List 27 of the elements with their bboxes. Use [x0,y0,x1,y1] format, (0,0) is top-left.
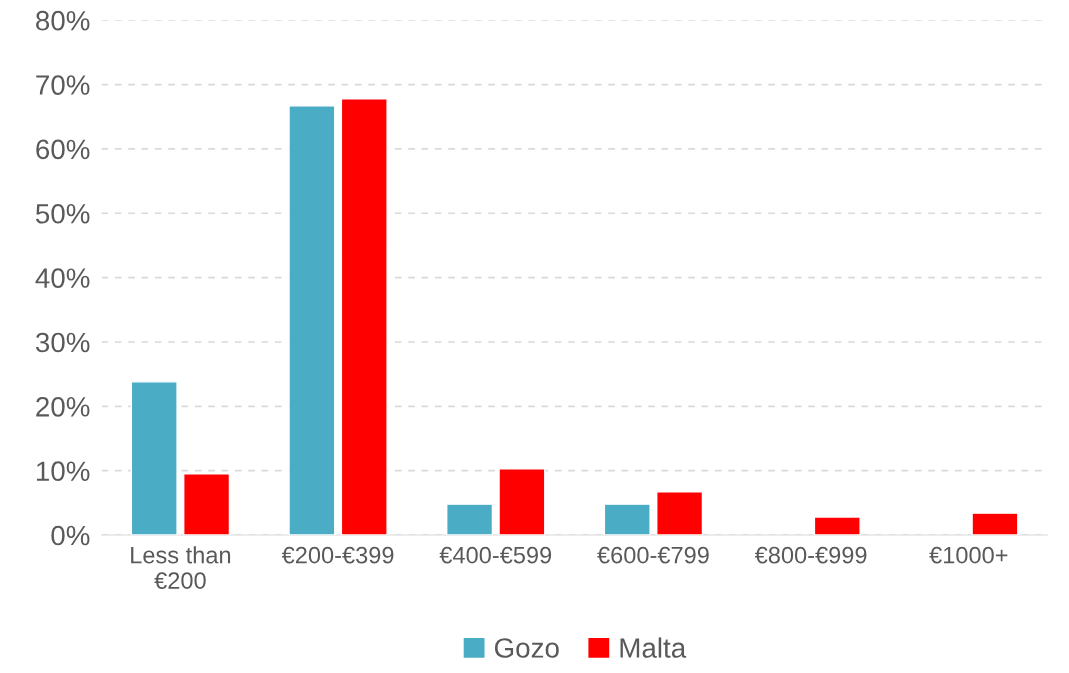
x-tick-label: €600-€799 [597,546,709,564]
x-tick-label: €400-€599 [439,546,552,564]
y-tick-label: 50% [35,203,90,224]
y-tick-label: 30% [35,332,90,353]
legend-label: Gozo [494,638,559,658]
bar [498,468,546,536]
bar [813,516,861,536]
bar [971,512,1019,536]
bar [656,491,704,536]
bar [183,473,231,536]
x-tick-label: €200-€399 [281,546,394,564]
bar [130,381,178,536]
legend-label: Malta [620,637,687,658]
y-tick-label: 0% [51,525,90,546]
y-tick-label: 40% [35,268,90,288]
x-tick-label: Less than €200 [131,546,231,589]
x-tick-label: €1000+ [929,546,1008,564]
x-tick-label: €800-€999 [754,546,867,564]
y-tick-label: 10% [36,461,90,482]
bar [288,105,336,536]
bar [340,98,388,536]
y-tick-label: 60% [36,139,90,160]
bar [446,503,494,536]
bar [603,503,651,536]
y-tick-label: 20% [36,396,90,417]
y-tick-label: 70% [36,75,90,95]
y-tick-label: 80% [36,10,90,31]
